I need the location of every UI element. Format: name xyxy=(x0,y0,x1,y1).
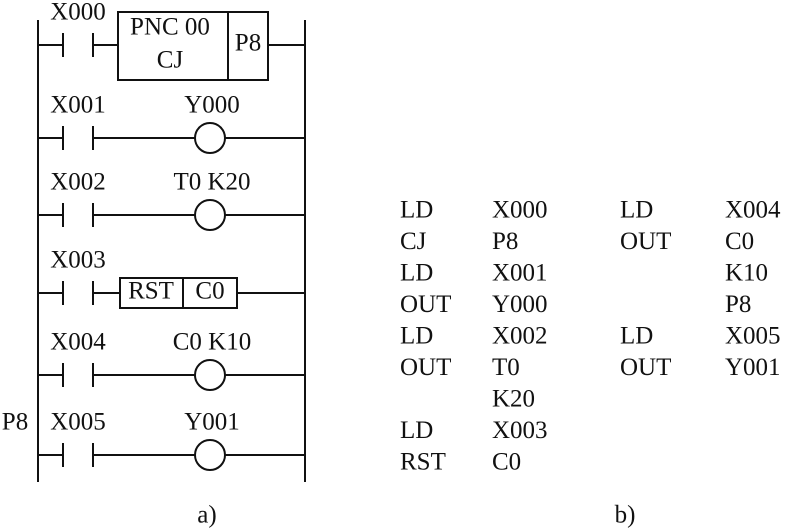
caption: b) xyxy=(615,502,636,529)
coil-label: T0 K20 xyxy=(173,169,250,196)
instruction-text: CJ xyxy=(157,47,184,74)
coil-label: Y001 xyxy=(184,409,240,436)
contact-label: X000 xyxy=(50,0,106,26)
instruction-text: PNC 00 xyxy=(130,14,210,41)
contact-label: X001 xyxy=(50,92,106,119)
opcode: LD xyxy=(400,417,433,444)
opcode: RST xyxy=(400,449,446,476)
opcode: LD xyxy=(400,323,433,350)
operand: K10 xyxy=(725,260,768,287)
contact-label: X002 xyxy=(50,169,106,196)
coil xyxy=(194,359,226,391)
opcode: OUT xyxy=(400,291,451,318)
coil xyxy=(194,439,226,471)
operand: Y001 xyxy=(725,354,781,381)
opcode: CJ xyxy=(400,228,427,255)
opcode: LD xyxy=(400,260,433,287)
coil-label: Y000 xyxy=(184,92,240,119)
pointer-label: P8 xyxy=(2,409,28,436)
contact-label: X003 xyxy=(50,247,106,274)
opcode: LD xyxy=(620,197,653,224)
coil-label: C0 K10 xyxy=(173,329,251,356)
opcode: LD xyxy=(620,323,653,350)
coil xyxy=(194,122,226,154)
coil xyxy=(194,199,226,231)
operand: X002 xyxy=(492,323,548,350)
opcode: OUT xyxy=(620,354,671,381)
operand: P8 xyxy=(492,228,518,255)
opcode: LD xyxy=(400,197,433,224)
operand: X004 xyxy=(725,197,781,224)
instruction-text: RST xyxy=(128,278,174,305)
contact-label: X005 xyxy=(50,409,106,436)
operand: P8 xyxy=(725,291,751,318)
instruction-text: C0 xyxy=(195,278,224,305)
operand: K20 xyxy=(492,386,535,413)
operand: X003 xyxy=(492,417,548,444)
operand: X000 xyxy=(492,197,548,224)
operand: T0 xyxy=(492,354,520,381)
operand: X005 xyxy=(725,323,781,350)
opcode: OUT xyxy=(400,354,451,381)
contact-label: X004 xyxy=(50,329,106,356)
operand: X001 xyxy=(492,260,548,287)
operand: C0 xyxy=(492,449,521,476)
opcode: OUT xyxy=(620,228,671,255)
operand: Y000 xyxy=(492,291,548,318)
pointer-text: P8 xyxy=(235,30,261,57)
operand: C0 xyxy=(725,228,754,255)
caption: a) xyxy=(197,502,216,529)
